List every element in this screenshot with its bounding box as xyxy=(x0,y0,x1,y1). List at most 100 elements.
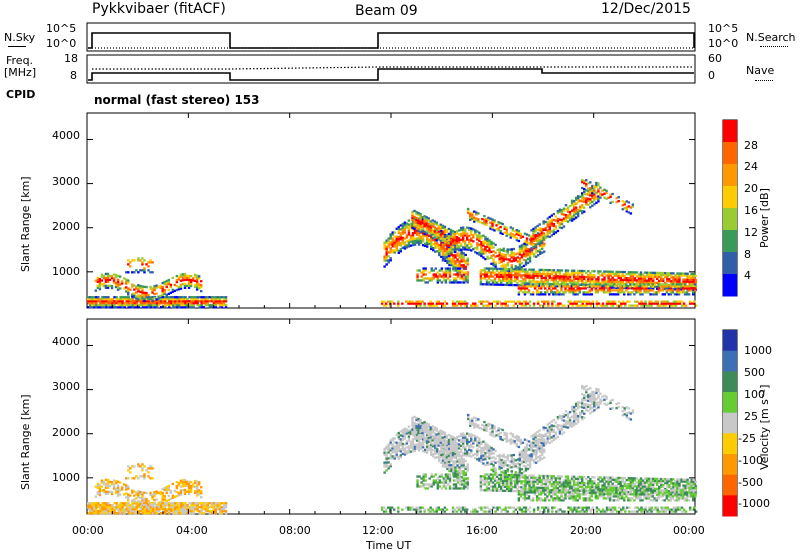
power-cell xyxy=(554,283,557,286)
velocity-cell xyxy=(127,485,130,488)
power-cell xyxy=(91,296,94,299)
velocity-cell xyxy=(460,458,463,461)
power-cell xyxy=(593,197,596,200)
power-cell xyxy=(657,283,660,286)
power-cell xyxy=(581,196,584,199)
power-cell xyxy=(527,291,531,294)
velocity-cell xyxy=(111,504,114,507)
velocity-cell xyxy=(664,506,668,509)
velocity-cell xyxy=(425,447,429,450)
power-cell xyxy=(694,274,697,278)
power-cell xyxy=(441,245,445,248)
power-cell xyxy=(611,272,614,275)
power-cell xyxy=(585,183,588,186)
power-cell xyxy=(540,245,544,248)
velocity-cell xyxy=(200,504,203,507)
power-cell xyxy=(476,304,479,307)
power-cell xyxy=(587,275,590,279)
power-cell xyxy=(528,272,531,275)
power-cell xyxy=(442,257,445,260)
power-cell xyxy=(163,290,166,294)
power-cell xyxy=(115,300,118,303)
power-cell xyxy=(518,284,521,287)
power-cell xyxy=(431,223,434,226)
power-cell xyxy=(192,304,195,307)
velocity-cell xyxy=(430,451,433,454)
power-cell xyxy=(116,278,120,281)
velocity-cell xyxy=(108,480,112,484)
velocity-cell xyxy=(401,444,405,448)
power-cell xyxy=(120,282,124,285)
power-cell xyxy=(528,254,532,257)
power-cell xyxy=(104,280,108,284)
power-cell xyxy=(560,281,564,284)
velocity-cell xyxy=(411,434,415,437)
velocity-cell xyxy=(151,504,155,507)
xtick-0400: 04:00 xyxy=(176,524,208,537)
velocity-cell xyxy=(172,502,175,505)
power-cell xyxy=(510,260,513,263)
power-cell xyxy=(669,289,673,292)
power-cell xyxy=(587,188,590,191)
power-cell xyxy=(202,302,205,305)
power-cell xyxy=(678,274,681,277)
velocity-cell xyxy=(195,488,199,491)
velocity-cell xyxy=(175,486,179,490)
power-cell xyxy=(582,283,585,286)
power-cell xyxy=(632,304,635,307)
power-cell xyxy=(430,269,433,272)
power-cell xyxy=(603,272,606,275)
velocity-cell xyxy=(131,506,135,509)
velocity-cell xyxy=(216,502,220,505)
power-cell xyxy=(671,291,675,294)
velocity-cell xyxy=(399,430,403,433)
power-cell xyxy=(554,287,557,290)
power-cell xyxy=(469,214,472,217)
power-cell xyxy=(555,304,558,307)
velocity-cell xyxy=(547,506,550,509)
power-cell xyxy=(568,218,572,222)
power-cell xyxy=(418,269,421,272)
power-cell xyxy=(476,252,479,255)
velocity-cell xyxy=(131,501,134,504)
power-cell xyxy=(559,302,562,305)
velocity-cell xyxy=(151,508,155,511)
power-cell xyxy=(572,271,576,274)
velocity-cell xyxy=(114,491,118,495)
velocity-cell xyxy=(405,440,409,443)
power-cell xyxy=(609,274,612,277)
power-cell xyxy=(499,271,503,274)
power-cell xyxy=(515,233,519,236)
power-cell xyxy=(95,300,98,303)
power-cell xyxy=(172,302,175,305)
power-cell xyxy=(103,300,106,303)
power-cell xyxy=(492,262,495,265)
power-cell xyxy=(681,291,685,294)
power-cell xyxy=(403,243,407,246)
power-cell xyxy=(188,304,191,307)
velocity-cell xyxy=(456,458,459,461)
power-cell xyxy=(467,209,470,213)
velocity-cell xyxy=(170,504,173,507)
power-cell xyxy=(428,271,431,274)
power-cell xyxy=(668,286,671,289)
power-cell xyxy=(409,244,413,247)
power-cell xyxy=(608,287,612,290)
power-cell xyxy=(560,209,564,212)
power-cell xyxy=(457,237,461,240)
velocity-cell xyxy=(462,460,465,463)
velocity-cell xyxy=(133,508,137,511)
power-cell xyxy=(598,285,602,288)
velocity-cell xyxy=(450,460,453,463)
power-cell xyxy=(448,271,452,274)
velocity-cell xyxy=(430,449,433,453)
power-cell xyxy=(439,237,443,240)
power-cell xyxy=(434,228,437,231)
velocity-cell xyxy=(442,455,445,459)
velocity-cell xyxy=(110,492,114,496)
power-cell xyxy=(578,283,582,286)
power-cell xyxy=(491,226,494,229)
power-cell xyxy=(556,211,560,215)
power-cell xyxy=(446,277,450,280)
power-cell xyxy=(541,293,545,296)
